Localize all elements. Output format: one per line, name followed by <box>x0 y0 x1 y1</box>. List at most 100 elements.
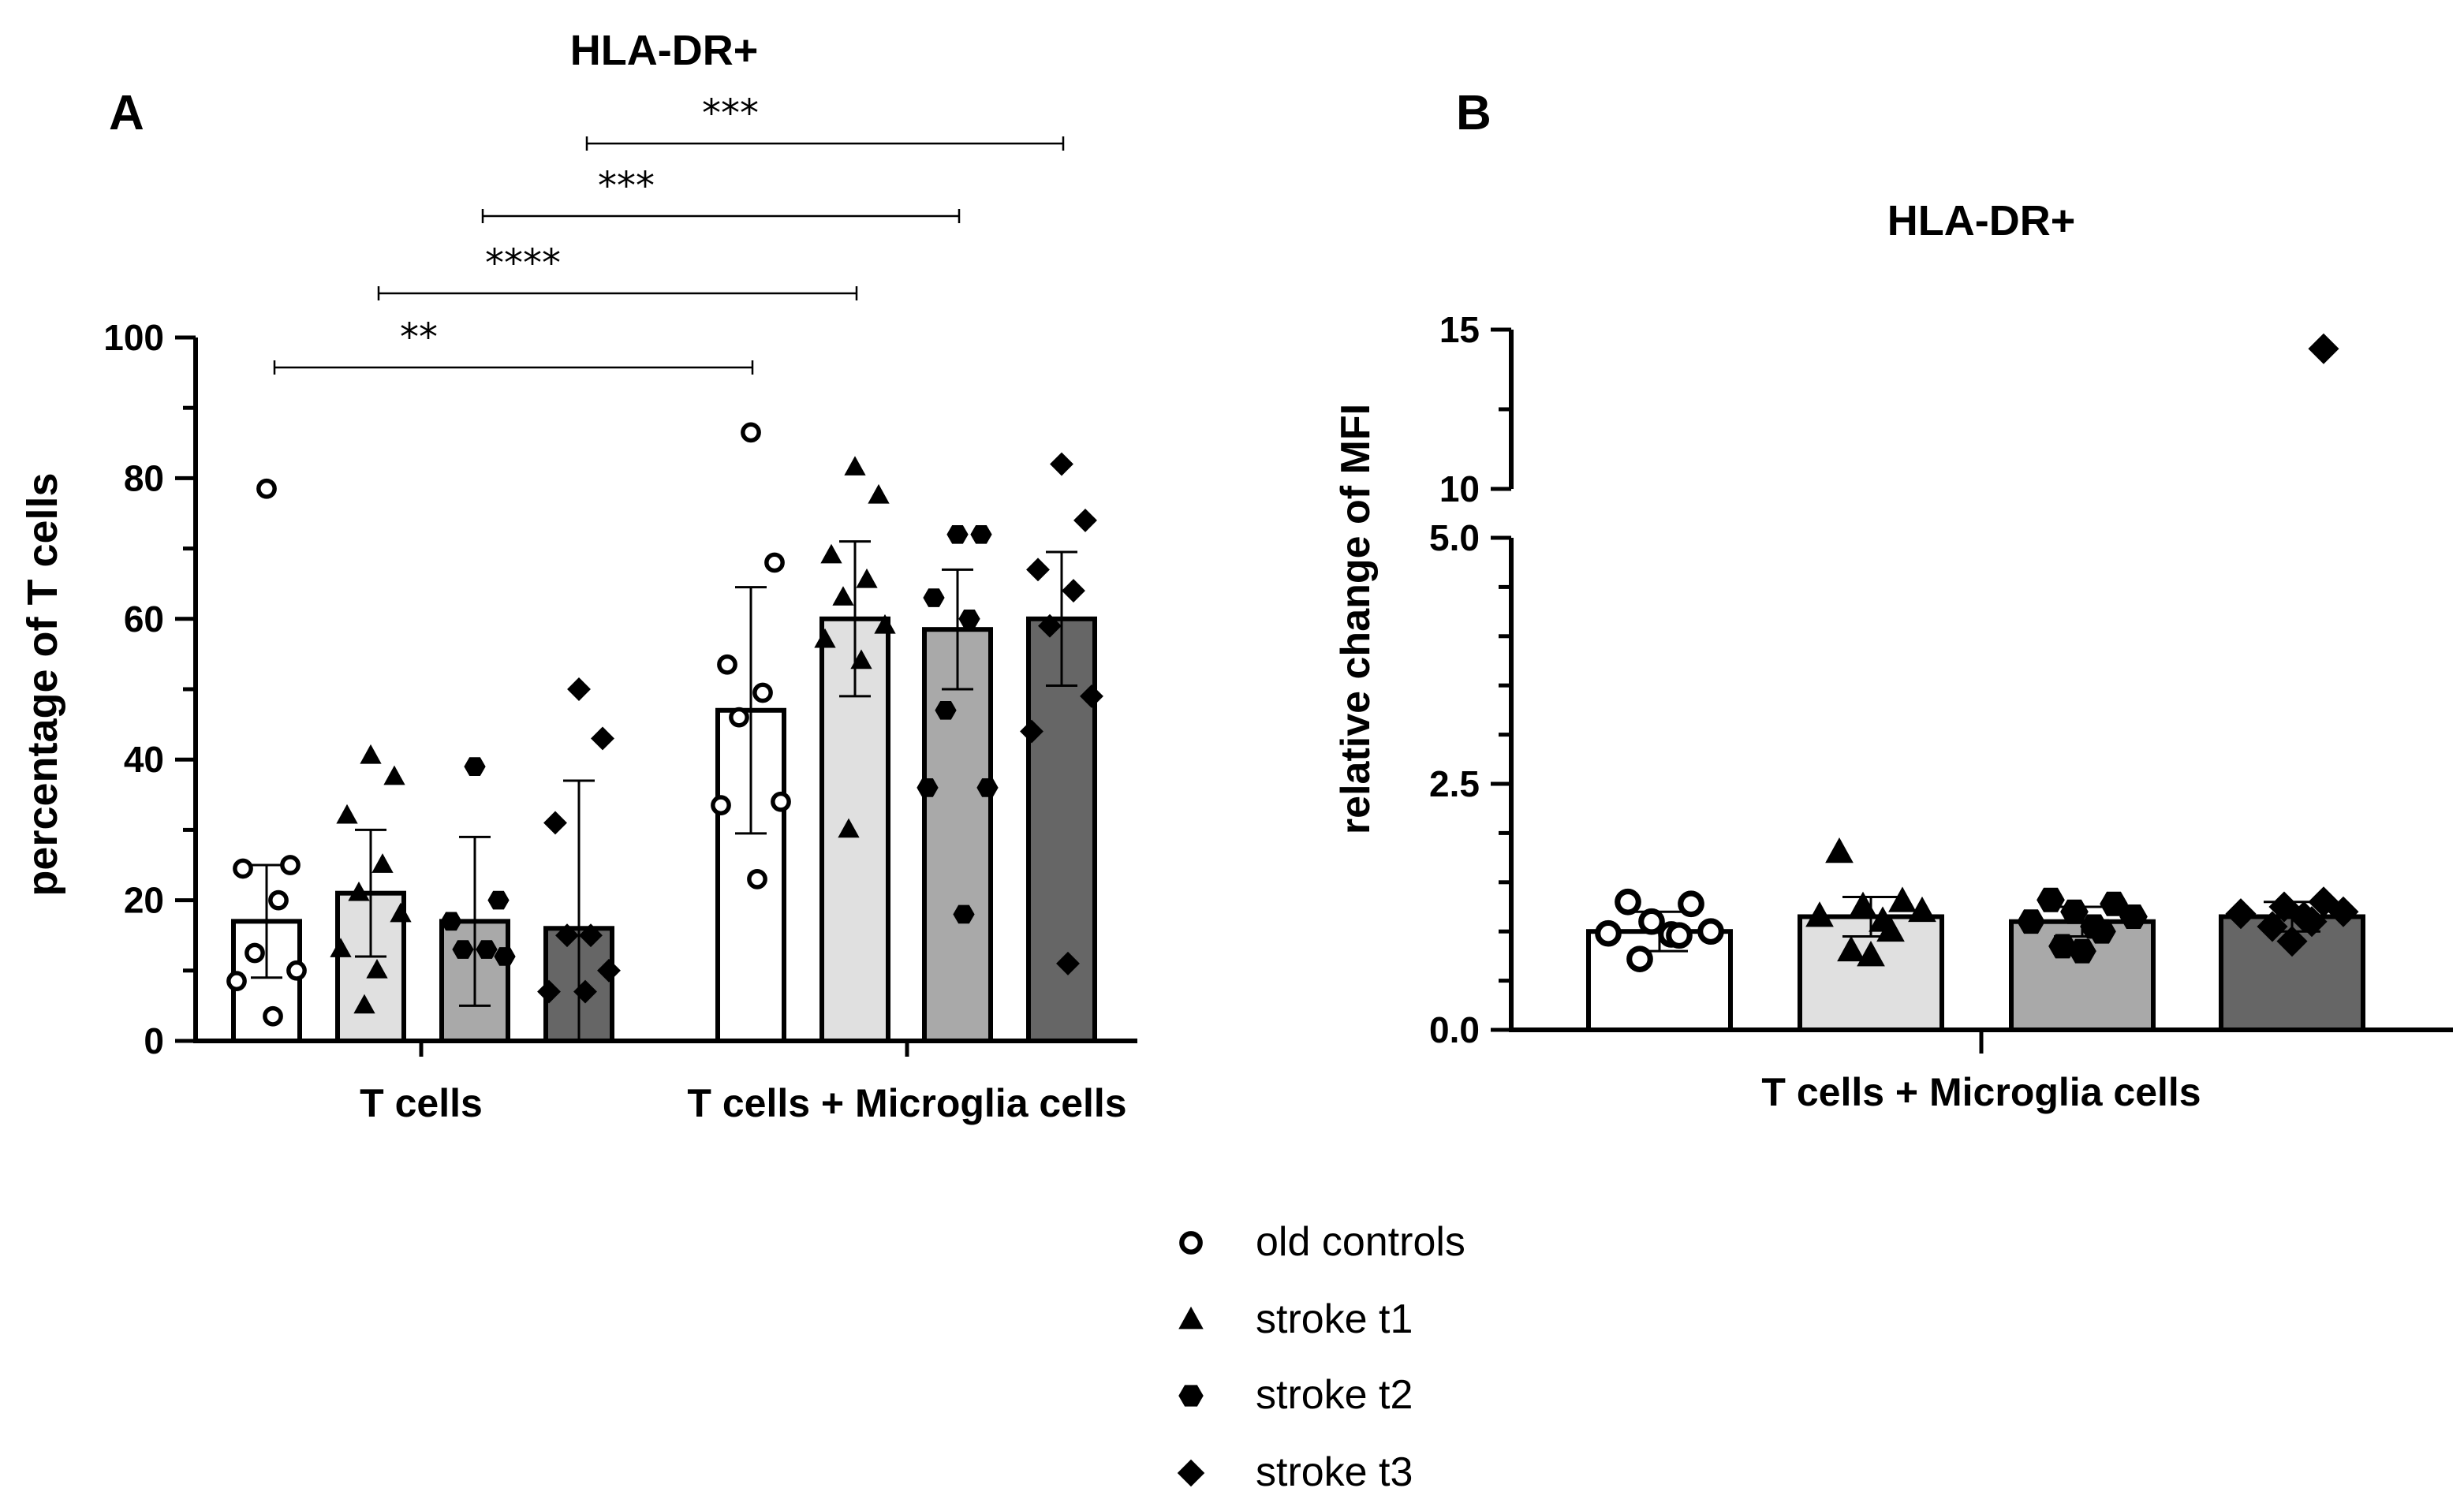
panel-a-letter: A <box>109 86 144 140</box>
data-point <box>874 614 896 634</box>
data-point <box>1626 945 1653 972</box>
data-point <box>330 938 352 957</box>
data-point <box>741 422 761 443</box>
data-point <box>348 881 370 901</box>
data-point <box>1062 579 1085 603</box>
data-point <box>494 947 516 966</box>
data-point <box>923 588 945 607</box>
data-point <box>256 478 277 499</box>
y-tick-label: 15 <box>1439 309 1480 350</box>
data-point <box>1073 508 1097 532</box>
data-point <box>2119 904 2148 929</box>
y-tick-label: 2.5 <box>1429 763 1480 804</box>
data-point <box>729 707 749 728</box>
data-point <box>2037 887 2065 912</box>
data-point <box>1805 901 1834 927</box>
data-point <box>2257 911 2288 942</box>
bar <box>922 627 993 1043</box>
legend-markers <box>1177 1231 1205 1487</box>
data-point <box>371 853 394 873</box>
y-tick-label: 40 <box>124 739 164 780</box>
y-tick-label: 0.0 <box>1429 1009 1480 1050</box>
data-point <box>1825 837 1854 863</box>
data-point <box>226 971 247 992</box>
significance-label: **** <box>485 241 561 285</box>
data-point <box>464 757 486 776</box>
y-tick-label: 5.0 <box>1429 517 1480 558</box>
significance-label: ** <box>400 315 438 360</box>
legend-label-old-controls: old controls <box>1256 1219 1465 1265</box>
data-point <box>280 855 301 875</box>
data-point <box>2068 938 2096 964</box>
panel-b-letter: B <box>1456 86 1491 140</box>
data-point <box>2328 896 2359 927</box>
data-point <box>1678 890 1704 918</box>
data-point <box>1595 919 1622 947</box>
data-point <box>1837 935 1865 962</box>
data-point <box>440 912 462 931</box>
data-point <box>832 586 854 606</box>
y-tick-label: 10 <box>1439 468 1480 509</box>
data-point <box>958 609 980 628</box>
data-point <box>383 765 405 785</box>
data-point <box>711 795 731 816</box>
data-point <box>537 979 561 1004</box>
bar <box>1026 616 1097 1043</box>
data-point <box>2060 899 2089 924</box>
legend-marker-diamond <box>1177 1459 1205 1487</box>
legend-label-stroke-t3: stroke t3 <box>1256 1449 1413 1495</box>
data-point <box>452 940 474 959</box>
legend-marker-triangle <box>1178 1306 1204 1330</box>
data-point <box>844 456 866 476</box>
data-point <box>1026 558 1050 582</box>
data-point <box>1080 684 1103 708</box>
data-point <box>268 889 289 911</box>
significance-label: *** <box>702 91 759 136</box>
data-point <box>970 524 992 544</box>
y-tick-label: 80 <box>124 457 164 498</box>
data-point <box>814 628 836 648</box>
data-point <box>543 811 567 835</box>
data-point <box>476 940 498 959</box>
chart-b: 0.0 2.5 5.0 10 15 <box>1429 309 2453 1054</box>
data-point <box>591 726 614 751</box>
data-point <box>717 654 737 675</box>
y-tick-label: 20 <box>124 880 164 921</box>
data-point <box>579 923 603 948</box>
chart-a-group-label-1: T cells + Microglia cells <box>687 1081 1126 1125</box>
data-point <box>868 483 890 504</box>
data-point <box>917 778 939 797</box>
data-point <box>597 958 621 983</box>
y-tick-label: 0 <box>144 1020 164 1061</box>
data-point <box>263 1005 283 1027</box>
chart-b-group-label-0: T cells + Microglia cells <box>1761 1070 2201 1114</box>
data-point <box>1876 916 1905 942</box>
chart-a-group-label-0: T cells <box>360 1081 483 1125</box>
data-point <box>1666 922 1693 949</box>
data-point <box>336 804 358 824</box>
data-point <box>366 958 388 979</box>
data-point <box>555 923 579 948</box>
data-point <box>2296 906 2328 938</box>
data-point <box>2088 919 2116 944</box>
data-point <box>1056 951 1080 975</box>
significance-label: *** <box>598 164 655 208</box>
data-point <box>245 942 265 964</box>
data-point <box>360 744 382 764</box>
data-point <box>1615 888 1641 916</box>
data-point <box>752 682 773 703</box>
data-point <box>820 543 842 564</box>
data-point <box>390 902 412 923</box>
data-point <box>1908 896 1936 923</box>
data-point <box>573 979 597 1004</box>
data-point <box>1050 452 1073 476</box>
data-point <box>2100 891 2128 916</box>
data-point <box>1857 941 1885 967</box>
y-tick-label: 100 <box>103 317 164 358</box>
data-point <box>1888 886 1917 912</box>
data-point <box>286 960 307 981</box>
data-point <box>353 994 375 1014</box>
data-point <box>567 677 591 701</box>
